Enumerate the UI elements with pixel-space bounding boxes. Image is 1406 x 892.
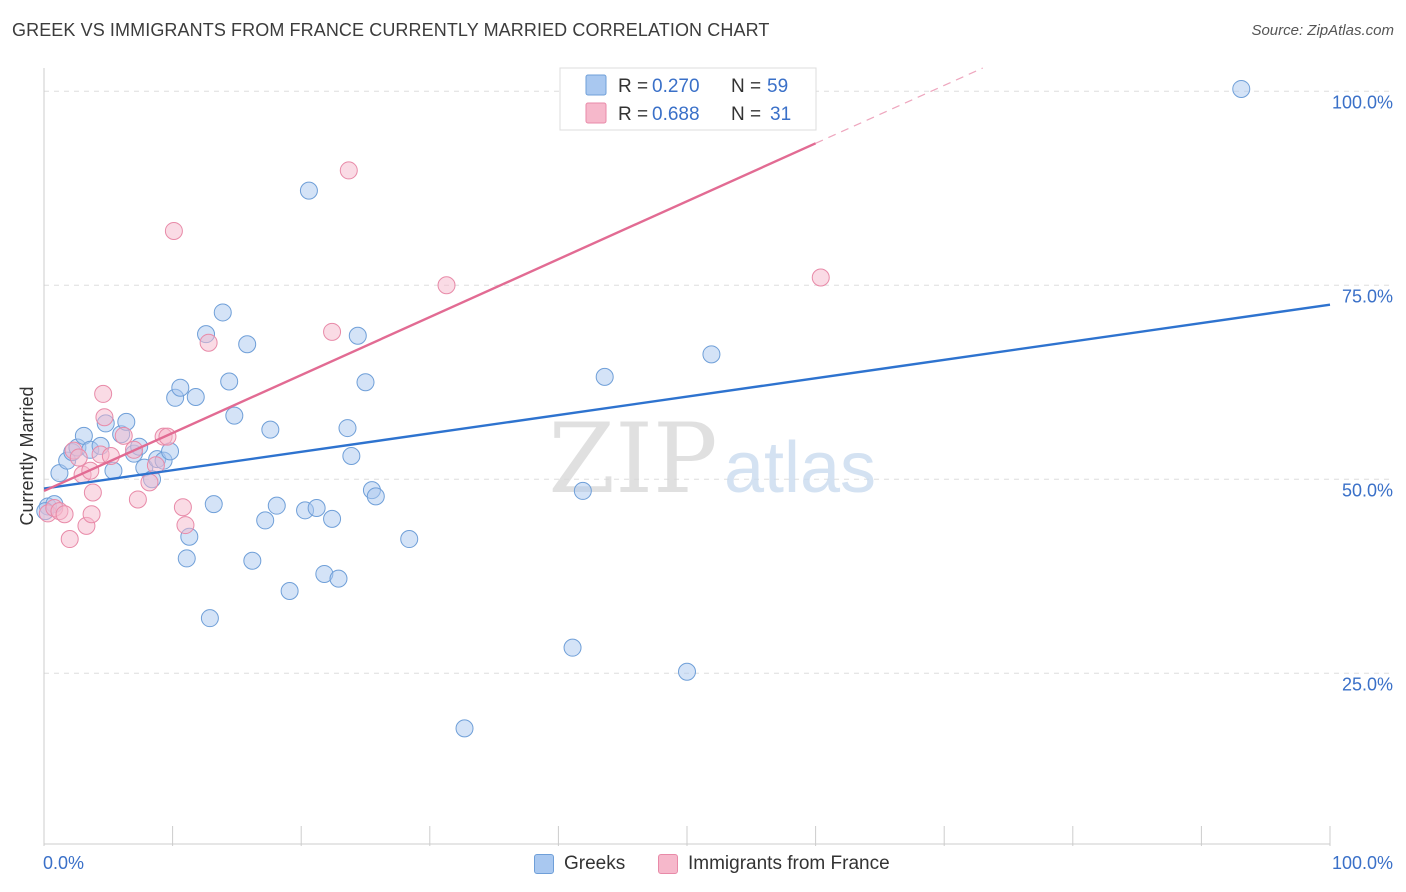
point-pink-26 [199, 333, 218, 352]
series-greeks [36, 76, 1251, 738]
x-tick-label-0: 0.0% [43, 853, 84, 873]
point-blue-30 [225, 406, 244, 425]
legend-label-immigrants-from-france: Immigrants from France [688, 853, 890, 874]
point-blue-57 [1232, 79, 1251, 98]
point-blue-55 [702, 345, 721, 364]
point-blue-46 [356, 373, 375, 392]
point-blue-50 [455, 719, 474, 738]
legend-top-n-value-2: 31 [770, 104, 791, 125]
point-blue-52 [573, 481, 592, 500]
point-blue-35 [267, 496, 286, 515]
y-tick-label-2: 75.0% [1342, 286, 1393, 306]
y-tick-label-3: 100.0% [1332, 92, 1393, 112]
point-blue-28 [213, 303, 232, 322]
legend-bottom: Greeks Immigrants from France [0, 852, 1406, 878]
watermark-atlas: atlas [724, 428, 876, 508]
point-blue-27 [204, 495, 223, 514]
point-pink-27 [323, 322, 342, 341]
legend-top-r-label-2: R = [618, 104, 648, 125]
point-blue-39 [307, 498, 326, 517]
point-pink-19 [140, 473, 159, 492]
point-pink-29 [437, 276, 456, 295]
point-pink-16 [114, 426, 133, 445]
point-pink-24 [173, 498, 192, 517]
point-blue-43 [338, 419, 357, 438]
legend-top: R = 0.270 N = 59 R = 0.688 N = 31 [559, 67, 817, 131]
point-blue-29 [220, 372, 239, 391]
trend-lines [43, 67, 1331, 493]
y-axis-label: Currently Married [17, 386, 37, 525]
tick-labels: 25.0% 50.0% 75.0% 100.0% 0.0% 100.0% [43, 92, 1393, 873]
point-blue-48 [366, 487, 385, 506]
chart-title: GREEK VS IMMIGRANTS FROM FRANCE CURRENTL… [12, 20, 770, 40]
point-blue-41 [323, 509, 342, 528]
point-blue-24 [186, 388, 205, 407]
legend-swatch-greeks [534, 854, 554, 874]
point-pink-10 [82, 505, 101, 524]
point-blue-54 [678, 662, 696, 681]
point-pink-6 [69, 448, 88, 467]
point-blue-34 [261, 420, 280, 439]
point-pink-4 [60, 530, 79, 549]
legend-top-n-label-1: N = [731, 76, 761, 97]
trend-line-pink [43, 142, 817, 493]
point-blue-44 [342, 447, 361, 465]
point-blue-45 [348, 326, 367, 345]
point-blue-51 [563, 638, 582, 657]
legend-top-n-value-1: 59 [767, 76, 788, 97]
x-tick-label-1: 100.0% [1332, 853, 1393, 873]
point-blue-42 [329, 569, 348, 588]
legend-top-n-label-2: N = [731, 104, 761, 125]
point-pink-20 [146, 456, 165, 475]
legend-swatch-immigrants-from-france [658, 854, 678, 874]
legend-top-r-value-2: 0.688 [652, 104, 700, 125]
point-blue-23 [177, 549, 196, 568]
point-blue-26 [200, 609, 219, 628]
point-pink-23 [164, 221, 183, 240]
legend-top-swatch-pink [585, 102, 607, 124]
point-pink-30 [811, 268, 830, 287]
y-tick-label-1: 50.0% [1342, 480, 1393, 500]
point-pink-14 [94, 384, 113, 403]
point-pink-3 [55, 505, 74, 524]
point-blue-31 [238, 335, 257, 354]
point-blue-49 [400, 530, 419, 549]
y-tick-label-0: 25.0% [1342, 674, 1393, 694]
point-pink-18 [128, 490, 147, 509]
trend-line-extension-pink [815, 67, 984, 144]
point-blue-21 [171, 378, 190, 397]
legend-top-r-value-1: 0.270 [652, 76, 700, 97]
legend-item-immigrants-from-france[interactable]: Immigrants from France [658, 852, 890, 876]
point-pink-28 [339, 161, 358, 180]
point-blue-32 [243, 551, 262, 570]
watermark-zip: ZIP [548, 403, 717, 515]
point-blue-36 [280, 582, 299, 601]
watermark: ZIP atlas [548, 403, 876, 515]
point-blue-38 [299, 181, 318, 200]
legend-top-r-label-1: R = [618, 76, 648, 97]
point-pink-25 [176, 516, 195, 535]
point-blue-33 [256, 511, 275, 530]
point-blue-53 [595, 367, 614, 386]
point-pink-13 [95, 408, 114, 427]
source-credit: Source: ZipAtlas.com [1251, 22, 1394, 39]
point-pink-11 [83, 483, 102, 502]
legend-label-greeks: Greeks [564, 853, 626, 874]
legend-item-greeks[interactable]: Greeks [534, 852, 625, 876]
axes [43, 68, 1331, 846]
legend-top-swatch-blue [585, 74, 607, 96]
trend-line-blue [43, 303, 1331, 490]
grid-lines [44, 90, 1392, 674]
